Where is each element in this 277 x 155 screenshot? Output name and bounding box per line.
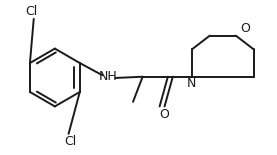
Text: NH: NH <box>99 70 118 83</box>
Text: Cl: Cl <box>25 5 37 18</box>
Text: O: O <box>160 108 170 121</box>
Text: O: O <box>240 22 250 35</box>
Text: N: N <box>186 78 196 91</box>
Text: Cl: Cl <box>64 135 76 148</box>
